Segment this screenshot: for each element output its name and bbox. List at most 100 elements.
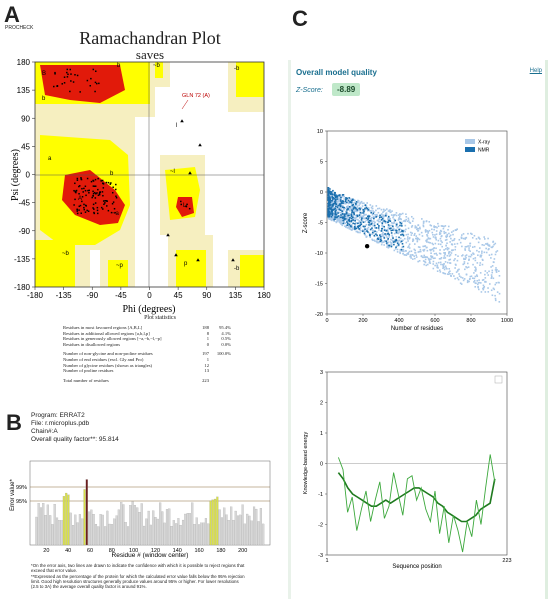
- xray-point: [439, 249, 441, 251]
- xray-point: [387, 226, 390, 229]
- right-border: [545, 60, 548, 599]
- nmr-point: [348, 219, 350, 222]
- xray-point: [453, 239, 455, 242]
- residue-point: [88, 192, 90, 194]
- nmr-point: [396, 242, 399, 244]
- xray-point: [408, 243, 411, 246]
- stats-p: [209, 378, 231, 384]
- residue-point: [74, 182, 76, 185]
- xray-point: [440, 256, 443, 259]
- xray-point: [371, 233, 373, 236]
- xray-point: [392, 215, 395, 217]
- xray-point: [337, 217, 340, 219]
- stats-label: Total number of residues: [63, 377, 109, 383]
- errat-xtick: 180: [216, 548, 225, 554]
- xray-point: [427, 232, 429, 234]
- xray-point: [399, 251, 401, 253]
- xray-point: [398, 227, 401, 230]
- residue-point: [93, 211, 95, 214]
- rama-xtick: 45: [174, 291, 183, 300]
- nmr-point: [334, 210, 337, 213]
- residue-point: [53, 85, 55, 88]
- nmr-point: [335, 205, 337, 208]
- xray-point: [394, 213, 396, 216]
- xray-point: [494, 299, 497, 302]
- xray-point: [414, 232, 416, 235]
- nmr-point: [333, 194, 336, 197]
- xray-point: [395, 214, 398, 217]
- xray-point: [387, 217, 389, 219]
- nmr-point: [328, 196, 331, 198]
- errat-bar: [186, 512, 189, 546]
- xray-point: [378, 236, 380, 239]
- xray-point: [483, 238, 486, 240]
- nmr-point: [351, 209, 353, 211]
- stats-row: Number of non-glycine and non-proline re…: [63, 351, 231, 357]
- xray-point: [422, 224, 425, 227]
- xray-point: [491, 294, 494, 297]
- stats-row: Number of glycine residues (shown as tri…: [63, 363, 231, 369]
- errat-bar: [262, 523, 265, 546]
- xray-point: [395, 212, 398, 214]
- residue-point: [96, 212, 99, 215]
- xray-point: [474, 275, 477, 278]
- nmr-point: [369, 234, 371, 237]
- errat-bar: [94, 524, 98, 546]
- xray-point: [330, 218, 333, 221]
- xray-point: [437, 243, 440, 245]
- nmr-point: [332, 203, 334, 206]
- errat-bar: [101, 514, 104, 546]
- rama-xtick: -45: [115, 291, 127, 300]
- residue-point: [83, 203, 85, 206]
- xray-point: [383, 244, 385, 246]
- xray-point: [400, 213, 402, 216]
- xray-point: [419, 227, 421, 230]
- xray-point: [328, 206, 330, 209]
- nmr-point: [373, 224, 376, 227]
- nmr-point: [358, 228, 361, 230]
- nmr-point: [374, 230, 376, 233]
- nmr-point: [356, 209, 358, 211]
- xray-point: [410, 234, 413, 236]
- errat-file: File: r.microplus.pdb: [31, 420, 90, 427]
- errat-xtick: 160: [194, 548, 203, 554]
- residue-point: [69, 68, 72, 71]
- xray-point: [479, 254, 482, 257]
- plot-statistics: Residues in most favoured regions [A,B,L…: [63, 325, 231, 383]
- xray-point: [356, 206, 358, 209]
- nmr-point: [353, 207, 355, 209]
- nmr-point: [341, 212, 344, 215]
- xray-point: [338, 211, 341, 214]
- xray-point: [439, 243, 442, 246]
- residue-point: [76, 208, 78, 211]
- nmr-point: [386, 233, 389, 235]
- outlier-annotation: GLN 72 (A): [182, 93, 210, 99]
- xray-point: [494, 297, 497, 300]
- xray-point: [435, 238, 438, 241]
- nmr-point: [394, 240, 396, 243]
- nmr-point: [327, 204, 330, 207]
- region-label: L: [183, 203, 187, 209]
- zplot-ytick: 5: [320, 160, 323, 166]
- errat-xtick: 20: [43, 548, 49, 554]
- xray-point: [408, 245, 410, 247]
- xray-point: [415, 254, 417, 257]
- xray-point: [481, 258, 484, 261]
- region-label: -b: [234, 66, 240, 72]
- errat-bar: [204, 518, 207, 546]
- footnote-2: **Expressed as the percentage of the pro…: [31, 573, 245, 590]
- xray-point: [475, 282, 477, 285]
- xray-point: [492, 245, 494, 248]
- help-link[interactable]: Help: [529, 68, 542, 74]
- nmr-point: [401, 225, 403, 227]
- nmr-point: [392, 225, 394, 228]
- residue-point: [92, 185, 95, 187]
- xray-point: [350, 205, 353, 207]
- xray-point: [350, 207, 352, 209]
- zplot-xtick: 400: [394, 318, 403, 324]
- xray-point: [492, 277, 495, 280]
- nmr-point: [327, 212, 330, 215]
- xray-point: [378, 207, 381, 210]
- zplot-ytick: 0: [320, 190, 323, 196]
- glycine-point: [188, 171, 192, 175]
